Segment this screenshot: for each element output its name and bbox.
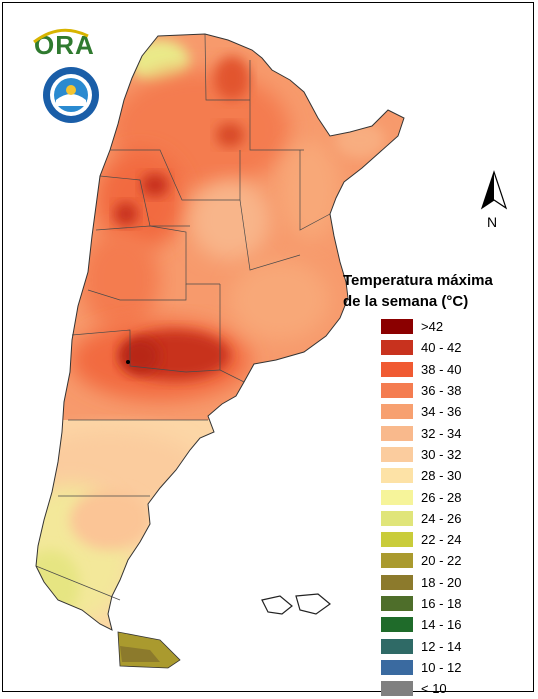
legend-item: 12 - 14 [381, 635, 461, 656]
legend: >42 40 - 42 38 - 40 36 - 38 34 - 36 32 - 34 30… [381, 316, 461, 699]
legend-swatch [381, 596, 413, 611]
legend-label: 24 - 26 [421, 510, 462, 526]
legend-item: 26 - 28 [381, 486, 461, 507]
legend-item: 18 - 20 [381, 572, 461, 593]
legend-label: 12 - 14 [421, 638, 462, 654]
legend-swatch [381, 446, 413, 462]
legend-label: 32 - 34 [421, 425, 462, 441]
city-marker [126, 360, 130, 364]
province-borders [35, 33, 331, 601]
legend-title-line1: Temperatura máxima [343, 272, 493, 289]
legend-swatch [381, 319, 413, 335]
legend-label: 30 - 32 [421, 446, 462, 462]
legend-item: 22 - 24 [381, 529, 461, 550]
legend-item: 30 - 32 [381, 444, 461, 465]
legend-label: 38 - 40 [421, 361, 462, 377]
legend-item: 10 - 12 [381, 657, 461, 678]
legend-label: >42 [421, 319, 444, 335]
legend-label: < 10 [421, 681, 447, 697]
legend-label: 40 - 42 [421, 340, 462, 356]
legend-label: 14 - 16 [421, 617, 462, 633]
legend-label: 10 - 12 [421, 659, 462, 675]
servicio-meteorologico-nacional-seal [43, 67, 99, 123]
legend-swatch [381, 340, 413, 356]
legend-swatch [381, 468, 413, 484]
legend-swatch [381, 425, 413, 441]
ora-sun-arc-logo [33, 28, 89, 44]
legend-item: 32 - 34 [381, 422, 461, 443]
legend-item: 36 - 38 [381, 380, 461, 401]
legend-swatch [381, 574, 413, 590]
north-arrow-icon [480, 170, 508, 210]
legend-item: 14 - 16 [381, 614, 461, 635]
legend-swatch [381, 404, 413, 420]
legend-item: 24 - 26 [381, 508, 461, 529]
legend-swatch [381, 617, 413, 633]
legend-title: Temperatura máxima de la semana (°C) [343, 270, 533, 312]
north-label: N [487, 214, 498, 230]
legend-label: 34 - 36 [421, 404, 462, 420]
legend-swatch [381, 638, 413, 654]
legend-label: 22 - 24 [421, 532, 462, 548]
legend-item: 40 - 42 [381, 337, 461, 358]
legend-item: 28 - 30 [381, 465, 461, 486]
legend-swatch [381, 681, 413, 697]
malvinas-islands [261, 593, 331, 615]
legend-item: 16 - 18 [381, 593, 461, 614]
legend-item: >42 [381, 316, 461, 337]
legend-swatch [381, 659, 413, 675]
legend-item: 38 - 40 [381, 359, 461, 380]
legend-item: 20 - 22 [381, 550, 461, 571]
legend-title-line2: de la semana (°C) [343, 293, 469, 310]
legend-swatch [381, 532, 413, 548]
tierra-del-fuego-cold-zone [120, 646, 160, 662]
legend-label: 28 - 30 [421, 468, 462, 484]
legend-swatch [381, 489, 413, 505]
legend-swatch [381, 383, 413, 399]
legend-swatch [381, 510, 413, 526]
legend-label: 16 - 18 [421, 596, 462, 611]
legend-label: 18 - 20 [421, 574, 462, 590]
legend-label: 26 - 28 [421, 489, 462, 505]
legend-label: 36 - 38 [421, 383, 462, 399]
legend-item: < 10 [381, 678, 461, 699]
legend-label: 20 - 22 [421, 553, 462, 569]
legend-swatch [381, 361, 413, 377]
legend-item: 34 - 36 [381, 401, 461, 422]
legend-swatch [381, 553, 413, 569]
